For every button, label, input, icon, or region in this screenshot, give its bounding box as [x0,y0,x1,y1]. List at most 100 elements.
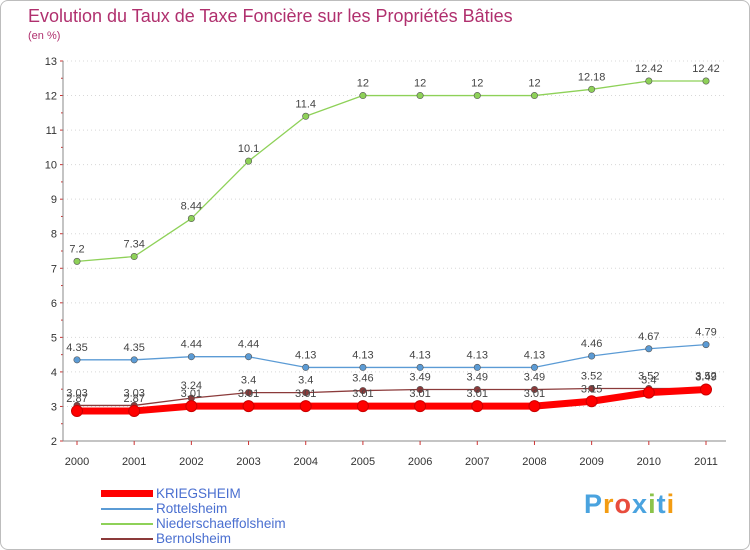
data-label: 3.52 [581,370,602,382]
data-point [359,363,367,371]
data-label: 3.01 [352,388,373,400]
data-label: 7.2 [69,243,84,255]
legend-label: Bernolsheim [156,531,232,546]
data-label: 4.79 [695,327,716,339]
data-label: 3.24 [181,380,202,392]
data-point [187,353,195,361]
data-point [245,389,253,397]
data-label: 3.01 [524,388,545,400]
data-label: 7.34 [123,239,144,251]
data-label: 12.42 [692,63,720,75]
data-point [302,363,310,371]
data-point [588,352,596,360]
x-tick-label: 2005 [351,456,375,468]
y-tick-label: 13 [45,56,57,68]
data-point [702,341,710,349]
y-tick-label: 12 [45,91,57,103]
data-label: 12 [528,78,540,90]
logo-letter: t [656,489,667,519]
data-point [702,77,710,85]
data-point [416,92,424,100]
data-label: 3.01 [181,388,202,400]
y-tick-label: 5 [51,332,57,344]
x-tick-label: 2006 [408,456,432,468]
data-label: 4.67 [638,331,659,343]
data-label: 3.52 [695,370,716,382]
data-point [585,395,598,408]
data-point [530,363,538,371]
legend-swatch [101,507,153,510]
data-label: 4.13 [295,349,316,361]
data-point [73,356,81,364]
x-tick-label: 2000 [65,456,89,468]
data-point [414,400,427,413]
data-label: 2.87 [123,393,144,405]
chart-title: Evolution du Taux de Taxe Foncière sur l… [28,6,513,26]
data-point [530,386,538,394]
data-label: 4.13 [352,349,373,361]
series-line-niederschaeffolsheim [76,80,707,263]
x-tick-label: 2001 [122,456,146,468]
data-point [71,404,83,417]
data-label: 4.44 [238,339,259,351]
data-label: 3.01 [295,388,316,400]
x-tick-label: 2008 [522,456,546,468]
y-tick-label: 10 [45,160,57,172]
data-point [299,400,312,413]
data-point [245,157,253,165]
series-line-kriegsheim [73,386,710,415]
legend-swatch [101,490,153,497]
unit-label: (en %) [28,30,61,42]
data-label: 12.42 [635,63,663,75]
data-point [642,386,655,399]
data-label: 4.35 [66,342,87,354]
data-point [416,363,424,371]
legend-swatch [101,537,153,540]
data-point [356,400,369,413]
y-tick-label: 4 [51,367,57,379]
data-point [588,85,596,93]
data-point [645,345,653,353]
data-label: 4.13 [409,349,430,361]
data-label: 4.35 [123,342,144,354]
data-label: 3.03 [123,387,144,399]
data-point [242,400,255,413]
legend-label: Rottelsheim [156,501,228,516]
data-label: 3.01 [238,388,259,400]
logo-letter: x [632,489,649,519]
data-label: 3.49 [695,372,716,384]
legend-label: KRIEGSHEIM [156,486,241,501]
x-tick-label: 2010 [637,456,661,468]
y-tick-label: 6 [51,298,57,310]
data-point [302,112,310,120]
data-label: 11.4 [295,98,316,110]
data-label: 12.18 [578,71,606,83]
data-label: 8.44 [181,201,202,213]
data-label: 3.4 [241,375,256,387]
data-label: 3.52 [638,370,659,382]
data-label: 3.15 [581,383,602,395]
data-point [700,383,712,396]
logo-letter: r [603,489,615,519]
data-label: 3.01 [409,388,430,400]
data-point [473,92,481,100]
data-point [528,400,541,413]
data-point [73,257,81,265]
legend-label: Niederschaeffolsheim [156,516,286,531]
data-point [645,77,653,85]
data-point [245,353,253,361]
data-point [130,356,138,364]
y-tick-label: 11 [46,125,57,137]
data-point [359,387,367,395]
y-tick-label: 2 [51,436,57,448]
data-label: 3.03 [66,387,87,399]
data-point [302,389,310,397]
logo-letter: i [666,489,676,519]
data-point [473,363,481,371]
logo-letter: o [614,489,633,519]
x-tick-label: 2007 [465,456,489,468]
data-point [471,400,484,413]
proxiti-logo: Proxiti [584,489,675,520]
data-point [128,404,141,417]
series-line-rottelsheim [76,343,707,369]
